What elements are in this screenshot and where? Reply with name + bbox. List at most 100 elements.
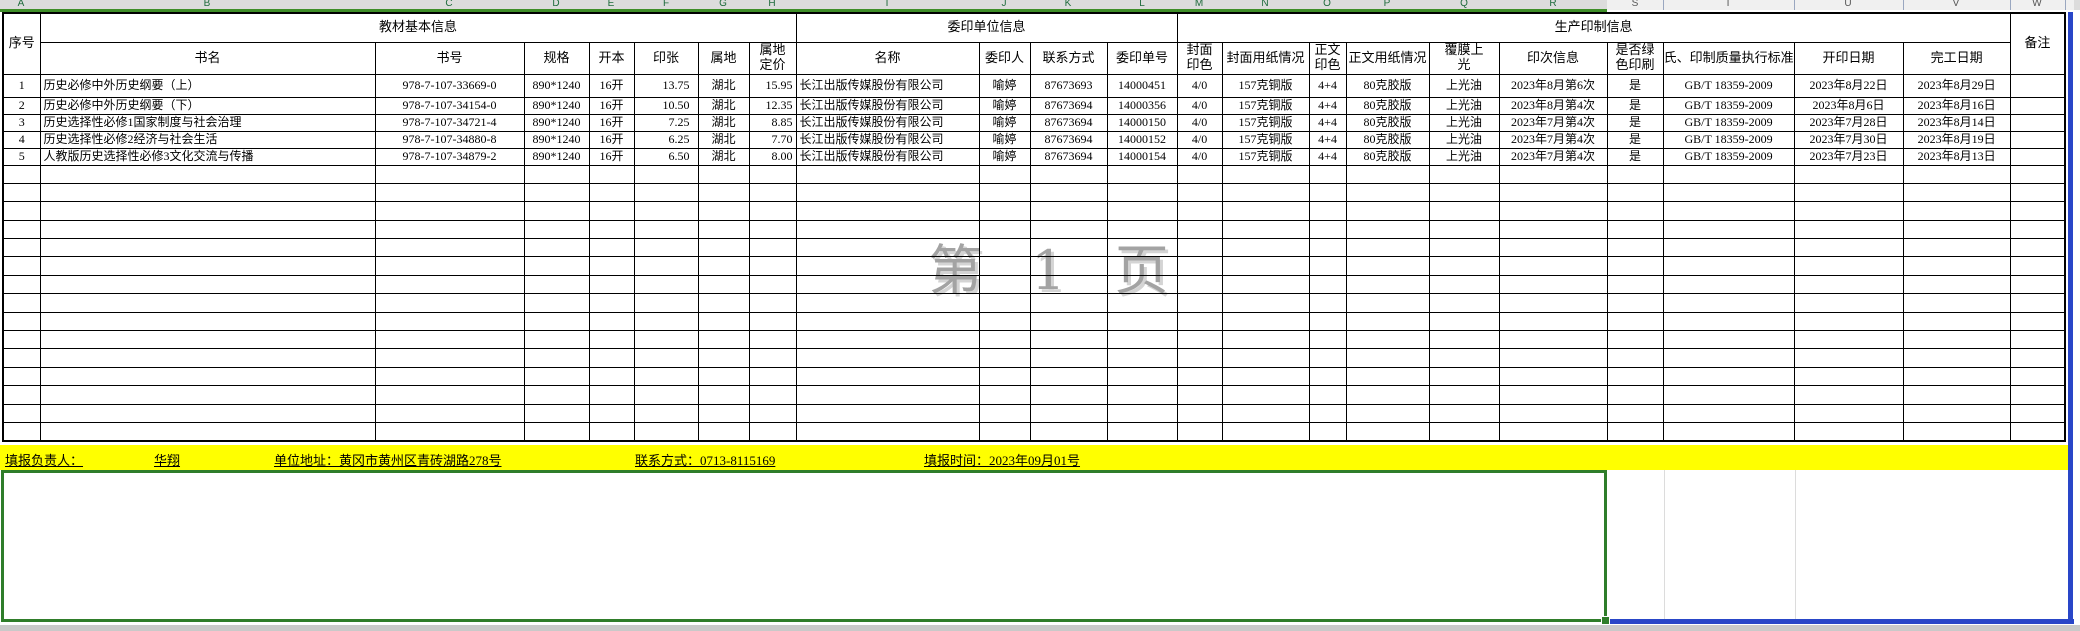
cell-remark[interactable]	[2009, 73, 2066, 98]
empty-cell[interactable]	[1498, 238, 1608, 258]
empty-cell[interactable]	[1308, 330, 1347, 350]
cell-green_print[interactable]: 是	[1606, 147, 1664, 166]
empty-cell[interactable]	[1308, 293, 1347, 313]
empty-cell[interactable]	[1662, 348, 1795, 368]
empty-cell[interactable]	[795, 201, 980, 221]
empty-cell[interactable]	[748, 274, 797, 295]
empty-cell[interactable]	[748, 238, 797, 258]
empty-cell[interactable]	[1029, 182, 1108, 203]
empty-cell[interactable]	[1308, 403, 1347, 423]
empty-cell[interactable]	[1308, 219, 1347, 240]
empty-cell[interactable]	[2, 421, 41, 442]
cell-coating[interactable]: 上光油	[1428, 113, 1500, 132]
cell-selection-box[interactable]	[1, 470, 1607, 622]
empty-cell[interactable]	[1662, 164, 1795, 184]
empty-cell[interactable]	[795, 256, 980, 276]
empty-cell[interactable]	[1606, 366, 1664, 387]
empty-cell[interactable]	[978, 182, 1031, 203]
empty-cell[interactable]	[1428, 330, 1500, 350]
empty-cell[interactable]	[795, 182, 980, 203]
cell-company[interactable]: 长江出版传媒股份有限公司	[795, 147, 980, 166]
empty-cell[interactable]	[633, 330, 699, 350]
empty-cell[interactable]	[1176, 311, 1223, 332]
empty-cell[interactable]	[1221, 366, 1310, 387]
col-header-finish_date[interactable]: 完工日期	[1902, 41, 2011, 75]
empty-cell[interactable]	[1498, 182, 1608, 203]
empty-cell[interactable]	[1793, 348, 1904, 368]
empty-cell[interactable]	[697, 293, 750, 313]
empty-cell[interactable]	[523, 256, 590, 276]
empty-cell[interactable]	[1308, 182, 1347, 203]
empty-cell[interactable]	[1662, 403, 1795, 423]
col-header-format[interactable]: 开本	[588, 41, 635, 75]
cell-title[interactable]: 历史必修中外历史纲要（下）	[39, 96, 376, 115]
empty-cell[interactable]	[1902, 164, 2011, 184]
empty-cell[interactable]	[1176, 201, 1223, 221]
empty-cell[interactable]	[39, 348, 376, 368]
empty-cell[interactable]	[1498, 219, 1608, 240]
empty-cell[interactable]	[523, 348, 590, 368]
empty-cell[interactable]	[633, 348, 699, 368]
empty-cell[interactable]	[1106, 164, 1178, 184]
empty-cell[interactable]	[697, 330, 750, 350]
empty-cell[interactable]	[1308, 348, 1347, 368]
empty-cell[interactable]	[1029, 256, 1108, 276]
cell-title[interactable]: 历史必修中外历史纲要（上）	[39, 73, 376, 98]
cell-remark[interactable]	[2009, 147, 2066, 166]
column-letter-h[interactable]: H	[768, 0, 776, 9]
empty-cell[interactable]	[1106, 403, 1178, 423]
empty-cell[interactable]	[978, 219, 1031, 240]
cell-isbn[interactable]: 978-7-107-34880-8	[374, 130, 525, 149]
empty-cell[interactable]	[1793, 164, 1904, 184]
column-letter-u[interactable]: U	[1844, 0, 1852, 9]
empty-cell[interactable]	[1106, 311, 1178, 332]
empty-cell[interactable]	[633, 385, 699, 405]
empty-cell[interactable]	[588, 293, 635, 313]
empty-cell[interactable]	[39, 256, 376, 276]
empty-cell[interactable]	[2009, 311, 2066, 332]
empty-cell[interactable]	[1106, 256, 1178, 276]
cell-sheets[interactable]: 7.25	[633, 113, 699, 132]
empty-cell[interactable]	[1029, 219, 1108, 240]
empty-cell[interactable]	[795, 348, 980, 368]
empty-cell[interactable]	[1221, 293, 1310, 313]
empty-cell[interactable]	[1498, 421, 1608, 442]
empty-cell[interactable]	[978, 403, 1031, 423]
col-header-order_no[interactable]: 委印单号	[1106, 41, 1178, 75]
empty-cell[interactable]	[1176, 403, 1223, 423]
empty-cell[interactable]	[1308, 311, 1347, 332]
empty-cell[interactable]	[1029, 385, 1108, 405]
empty-cell[interactable]	[1428, 348, 1500, 368]
empty-cell[interactable]	[697, 164, 750, 184]
group-header-1[interactable]: 委印单位信息	[795, 12, 1178, 43]
empty-cell[interactable]	[1662, 311, 1795, 332]
cell-seq[interactable]: 2	[2, 96, 41, 115]
empty-cell[interactable]	[2009, 403, 2066, 423]
cell-text_paper[interactable]: 80克胶版	[1345, 113, 1430, 132]
empty-cell[interactable]	[1176, 164, 1223, 184]
empty-cell[interactable]	[1308, 164, 1347, 184]
empty-cell[interactable]	[1176, 238, 1223, 258]
cell-green_print[interactable]: 是	[1606, 113, 1664, 132]
empty-cell[interactable]	[1428, 293, 1500, 313]
empty-cell[interactable]	[1902, 403, 2011, 423]
empty-cell[interactable]	[374, 182, 525, 203]
empty-cell[interactable]	[1606, 238, 1664, 258]
empty-cell[interactable]	[1793, 366, 1904, 387]
cell-remark[interactable]	[2009, 130, 2066, 149]
empty-cell[interactable]	[588, 256, 635, 276]
empty-cell[interactable]	[633, 421, 699, 442]
empty-cell[interactable]	[1345, 385, 1430, 405]
cell-region[interactable]: 湖北	[697, 147, 750, 166]
empty-cell[interactable]	[1176, 256, 1223, 276]
empty-cell[interactable]	[1345, 219, 1430, 240]
empty-cell[interactable]	[978, 164, 1031, 184]
cell-title[interactable]: 历史选择性必修2经济与社会生活	[39, 130, 376, 149]
empty-cell[interactable]	[39, 164, 376, 184]
empty-cell[interactable]	[1902, 274, 2011, 295]
empty-cell[interactable]	[1498, 201, 1608, 221]
empty-cell[interactable]	[39, 201, 376, 221]
cell-isbn[interactable]: 978-7-107-34879-2	[374, 147, 525, 166]
empty-cell[interactable]	[1793, 311, 1904, 332]
column-letter-j[interactable]: J	[1001, 0, 1007, 9]
